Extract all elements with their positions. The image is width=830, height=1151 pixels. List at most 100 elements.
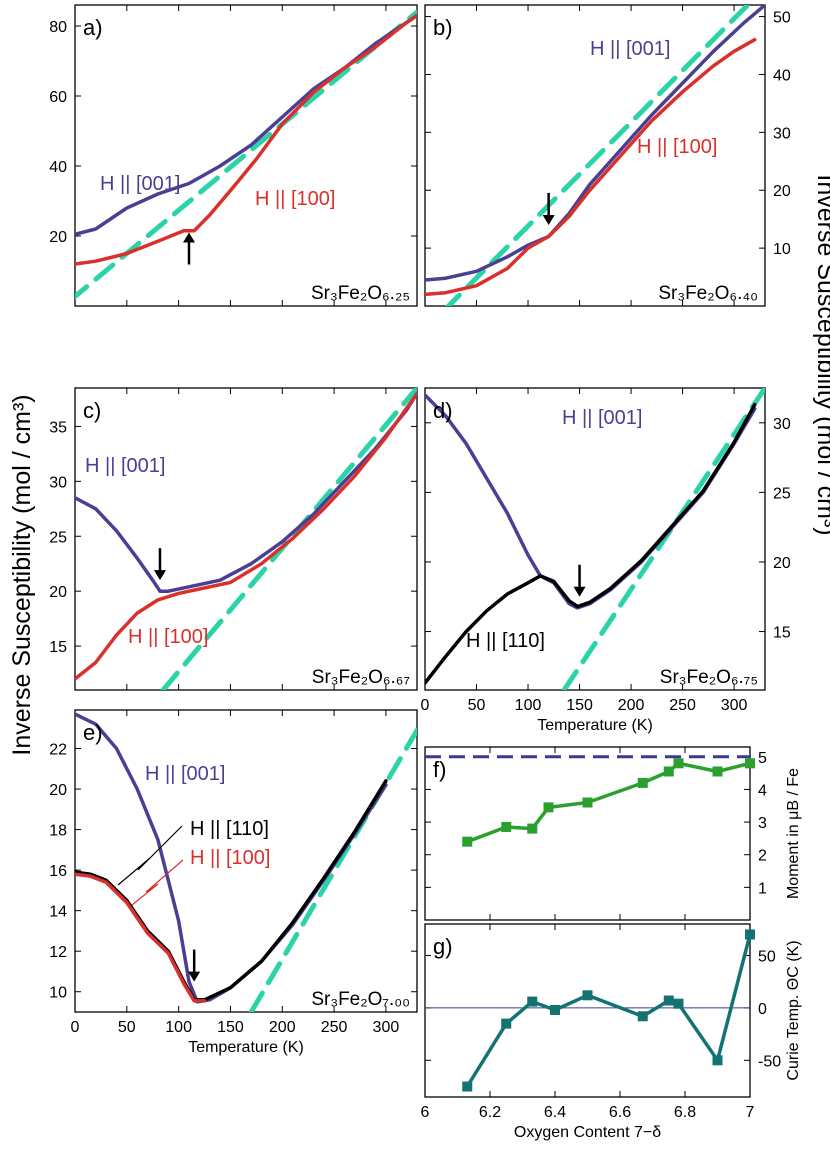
y-tick-label: 2 (758, 848, 767, 865)
data-point (550, 1004, 560, 1015)
panel-c: 15 20 25 30 35 H || [001] H || [100] Sr₃Fe₂O₆.₆… (49, 387, 418, 691)
x-tick-label: 250 (669, 697, 696, 714)
curie-weiss-fit-line (445, 5, 752, 306)
y-tick-label: 25 (49, 529, 67, 546)
y-tick-label: 10 (49, 985, 67, 1002)
data-point (637, 777, 648, 788)
y-tick-label: 30 (773, 416, 791, 433)
ylabel-left: Inverse Susceptibility (mol / cm³) (8, 394, 36, 755)
transition-arrow-head (183, 232, 195, 243)
pointer-line-100 (131, 859, 184, 906)
x-tick-label: 6 (421, 1104, 430, 1121)
data-point (745, 758, 755, 769)
data-point (527, 996, 538, 1007)
data-point (673, 758, 684, 769)
sample-formula: Sr₃Fe₂O₇.₀₀ (311, 989, 410, 1010)
panel-frame (74, 4, 418, 307)
panel-e-pointers (117, 825, 184, 906)
y-tick-label: 30 (49, 474, 67, 491)
y-tick-label: 22 (49, 742, 67, 759)
series-line (75, 391, 417, 593)
data-point (745, 929, 755, 940)
series-line (465, 932, 750, 1089)
data-point (582, 990, 593, 1001)
x-axis-label: Oxygen Content 7−δ (514, 1124, 661, 1141)
x-tick-label: 0 (421, 697, 430, 714)
x-tick-label: 250 (321, 1019, 348, 1036)
curie-weiss-fit-line (248, 727, 417, 1012)
panel-label: g) (433, 934, 453, 959)
y-tick-label: 30 (773, 125, 791, 142)
y-tick-label: 20 (773, 555, 791, 572)
panel-frame (74, 709, 418, 1013)
transition-arrow-head (188, 971, 201, 982)
transition-arrow-head (573, 586, 586, 597)
series-label: H || [001] (85, 455, 165, 477)
y-axis-label: Moment in μB / Fe (785, 768, 802, 899)
data-point (582, 797, 593, 808)
x-tick-label: 6.6 (609, 1104, 631, 1121)
data-point (673, 998, 684, 1009)
x-tick-label: 50 (468, 697, 486, 714)
y-tick-label: 20 (49, 229, 67, 246)
x-tick-label: 150 (566, 697, 593, 714)
y-tick-label: 20 (49, 584, 67, 601)
ylabel-right: Inverse Susceptibility (mol / cm³) (812, 174, 830, 535)
curie-weiss-fit-line (160, 388, 417, 690)
series-label: H || [001] (100, 173, 180, 195)
y-tick-label: 5 (758, 750, 767, 767)
y-tick-label: 4 (758, 782, 767, 799)
x-axis-label: Temperature (K) (537, 717, 653, 734)
sample-formula: Sr₃Fe₂O₆.₂₅ (311, 283, 410, 304)
pointer-line-110 (117, 825, 183, 886)
x-tick-label: 200 (269, 1019, 296, 1036)
data-point (637, 1011, 648, 1022)
y-tick-label: 35 (49, 419, 67, 436)
y-tick-label: 50 (758, 948, 776, 965)
y-tick-label: 50 (773, 10, 791, 27)
data-point (712, 766, 723, 777)
x-tick-label: 7 (746, 1104, 755, 1121)
data-point (501, 821, 512, 832)
y-tick-label: 40 (773, 67, 791, 84)
panel-label: f) (433, 757, 446, 782)
series-label: H || [100] (637, 136, 717, 158)
panel-label: b) (433, 15, 453, 40)
y-tick-label: 12 (49, 944, 67, 961)
panel-e: 10 12 14 16 18 20 22 0 50 100 150 200 250 300 Temperat… (49, 709, 418, 1056)
y-tick-label: 10 (773, 241, 791, 258)
data-point (462, 836, 473, 847)
series-line (465, 761, 750, 844)
series-label: H || [100] (128, 626, 208, 648)
data-point (501, 1018, 512, 1029)
series-line (425, 402, 757, 685)
data-point (712, 1055, 723, 1066)
panel-frame (424, 746, 751, 921)
transition-arrow-head (542, 214, 555, 225)
transition-arrow-head (153, 570, 166, 581)
y-tick-label: 18 (49, 823, 67, 840)
x-axis-label: Temperature (K) (188, 1039, 304, 1056)
panel-label: c) (83, 398, 101, 423)
y-tick-label: 3 (758, 815, 767, 832)
data-point (543, 802, 554, 813)
x-tick-label: 50 (118, 1019, 136, 1036)
y-tick-label: 0 (758, 1001, 767, 1018)
x-tick-label: 100 (515, 697, 542, 714)
x-tick-label: 6.4 (544, 1104, 566, 1121)
series-line (75, 872, 207, 1003)
y-tick-label: 25 (773, 485, 791, 502)
sample-formula: Sr₃Fe₂O₆.₆₇ (312, 667, 410, 688)
y-axis-label: Curie Temp. ΘC (K) (785, 940, 802, 1080)
data-point (663, 995, 674, 1006)
curie-weiss-fit-line (561, 388, 765, 690)
panel-label: e) (83, 720, 103, 745)
y-tick-label: 80 (49, 19, 67, 36)
series-line (425, 37, 757, 297)
panel-b: 10 20 30 40 50 H || [001] H || [100] Sr₃Fe₂O₆.₄… (424, 4, 791, 307)
series-label: H || [110] (466, 630, 545, 652)
y-tick-label: 20 (773, 183, 791, 200)
series-label: H || [001] (562, 407, 642, 429)
